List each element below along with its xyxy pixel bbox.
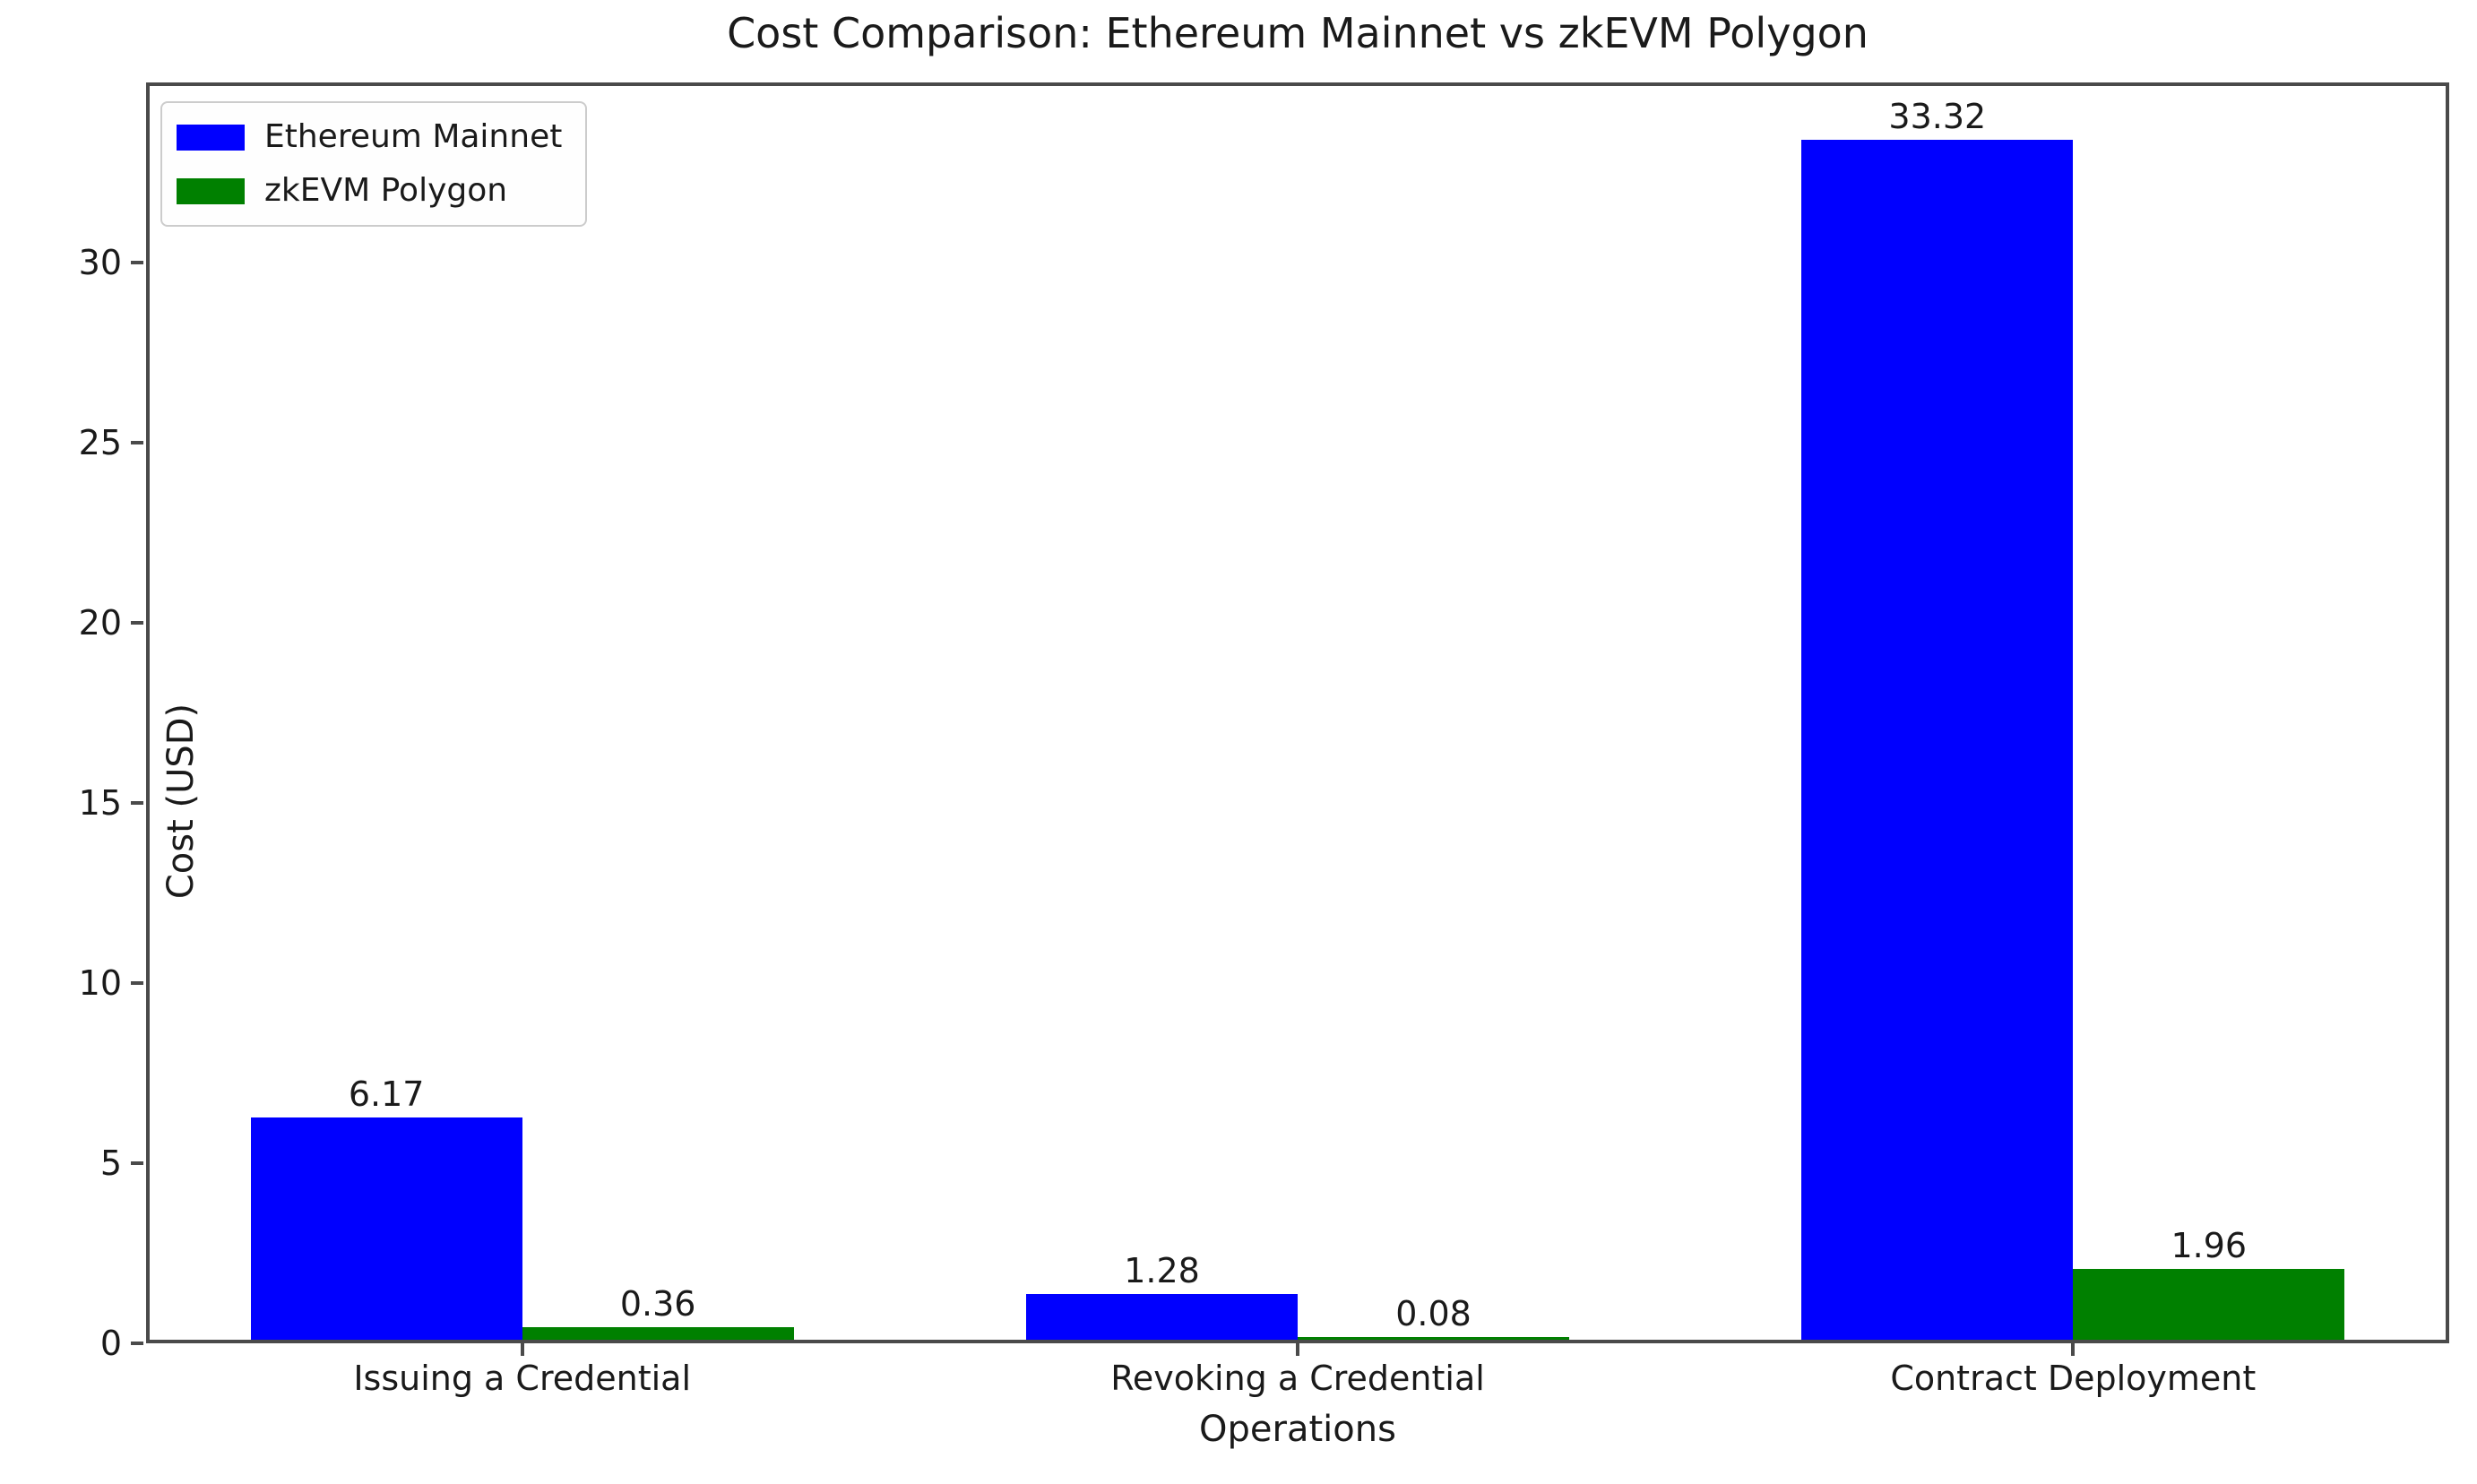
x-tick-mark: [2071, 1343, 2076, 1356]
bar-value-label: 0.08: [1395, 1294, 1472, 1333]
y-tick-label: 20: [78, 603, 122, 643]
y-tick-mark: [131, 1161, 143, 1165]
bar-zkevm-polygon: [1298, 1337, 1569, 1340]
legend-label-zkevm-polygon: zkEVM Polygon: [264, 172, 508, 209]
bar-ethereum-mainnet: [1801, 140, 2074, 1340]
x-tick-label: Revoking a Credential: [1110, 1359, 1485, 1398]
legend-swatch-zkevm-polygon: [177, 177, 245, 204]
bar-value-label: 0.36: [619, 1284, 696, 1324]
x-tick-label: Contract Deployment: [1890, 1359, 2257, 1398]
y-tick-label: 5: [99, 1143, 122, 1183]
bar-zkevm-polygon: [522, 1327, 794, 1340]
bar-value-label: 1.28: [1124, 1251, 1200, 1290]
x-axis-label: Operations: [1199, 1409, 1396, 1450]
chart-title: Cost Comparison: Ethereum Mainnet vs zkE…: [727, 9, 1869, 57]
y-tick-mark: [131, 1342, 143, 1345]
legend-entry-ethereum-mainnet: Ethereum Mainnet: [177, 117, 562, 157]
legend-entry-zkevm-polygon: zkEVM Polygon: [177, 171, 562, 211]
bar-zkevm-polygon: [2073, 1269, 2345, 1340]
bar-value-label: 6.17: [348, 1074, 425, 1114]
x-tick-label: Issuing a Credential: [353, 1359, 692, 1398]
x-tick-mark: [1296, 1343, 1299, 1356]
y-tick-mark: [131, 261, 143, 264]
y-tick-label: 15: [78, 783, 122, 823]
bar-value-label: 1.96: [2171, 1226, 2248, 1265]
y-tick-label: 30: [78, 243, 122, 282]
bar-ethereum-mainnet: [250, 1117, 522, 1340]
y-axis-label: Cost (USD): [160, 703, 202, 900]
y-tick-label: 10: [78, 963, 122, 1003]
legend-label-ethereum-mainnet: Ethereum Mainnet: [264, 118, 563, 155]
legend: Ethereum Mainnet zkEVM Polygon: [160, 101, 588, 227]
y-tick-mark: [131, 801, 143, 805]
y-tick-mark: [131, 441, 143, 444]
x-tick-mark: [520, 1343, 524, 1356]
bar-value-label: 33.32: [1888, 97, 1987, 136]
y-tick-mark: [131, 981, 143, 985]
y-tick-label: 0: [99, 1324, 122, 1363]
bar-ethereum-mainnet: [1026, 1294, 1298, 1340]
y-tick-label: 25: [78, 423, 122, 462]
y-tick-mark: [131, 621, 143, 625]
legend-swatch-ethereum-mainnet: [177, 124, 245, 151]
plot-area: Ethereum Mainnet zkEVM Polygon Cost (USD…: [146, 82, 2449, 1343]
